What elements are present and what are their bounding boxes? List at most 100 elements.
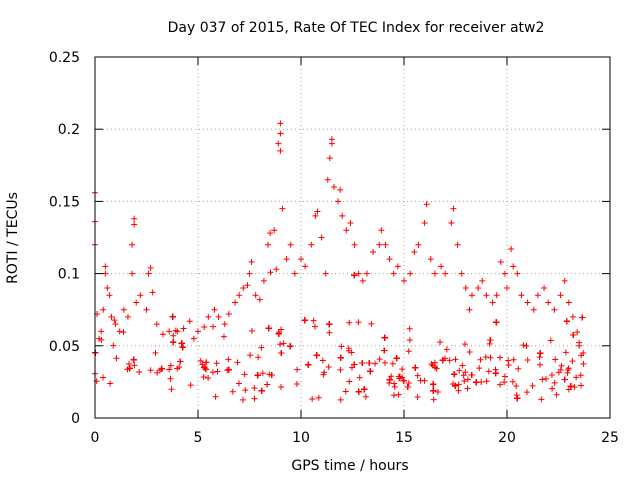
data-point xyxy=(501,270,508,277)
data-point xyxy=(234,359,241,366)
data-point xyxy=(543,375,550,382)
data-point xyxy=(579,314,586,321)
data-point xyxy=(501,379,508,386)
data-point xyxy=(318,234,325,241)
data-point xyxy=(265,325,272,332)
data-point xyxy=(523,343,530,350)
data-point xyxy=(476,365,483,372)
data-point xyxy=(427,256,434,263)
data-point xyxy=(190,335,197,342)
data-point xyxy=(489,299,496,306)
data-point xyxy=(197,357,204,364)
data-point xyxy=(565,386,572,393)
data-point xyxy=(149,289,156,296)
data-point xyxy=(362,393,369,400)
data-point xyxy=(496,354,503,361)
data-point xyxy=(268,371,275,378)
data-point xyxy=(102,263,109,270)
data-point xyxy=(131,221,138,228)
data-point xyxy=(576,342,583,349)
data-point xyxy=(337,366,344,373)
data-point xyxy=(337,354,344,361)
data-point xyxy=(386,376,393,383)
data-point xyxy=(359,277,366,284)
data-point xyxy=(423,201,430,208)
data-point xyxy=(248,327,255,334)
data-point xyxy=(473,379,480,386)
data-point xyxy=(459,362,466,369)
data-point xyxy=(561,277,568,284)
data-point xyxy=(562,349,569,356)
data-point xyxy=(242,387,249,394)
data-point xyxy=(487,336,494,343)
data-point xyxy=(565,299,572,306)
data-point xyxy=(154,369,161,376)
data-point xyxy=(393,355,400,362)
data-point xyxy=(335,198,342,205)
data-point xyxy=(452,356,459,363)
data-point xyxy=(361,386,368,393)
data-point xyxy=(174,365,181,372)
data-point xyxy=(551,379,558,386)
data-point xyxy=(497,381,504,388)
data-point xyxy=(271,227,278,234)
data-point xyxy=(518,292,525,299)
data-point xyxy=(107,380,114,387)
data-point xyxy=(158,365,165,372)
data-point xyxy=(311,323,318,330)
tick-labels: 0 5 10 15 20 25 0 0.05 0.1 0.15 0.2 0.25 xyxy=(49,50,619,446)
data-point xyxy=(258,344,265,351)
data-point xyxy=(287,343,294,350)
data-point xyxy=(458,270,465,277)
data-point xyxy=(236,292,243,299)
data-point xyxy=(275,330,282,337)
data-point xyxy=(124,313,131,320)
data-point xyxy=(355,270,362,277)
data-point xyxy=(312,212,319,219)
data-point xyxy=(356,374,363,381)
data-point xyxy=(298,256,304,263)
x-tick-label: 0 xyxy=(91,430,100,446)
data-point xyxy=(438,263,445,270)
data-point xyxy=(240,285,247,292)
data-point xyxy=(466,349,473,356)
data-point xyxy=(558,362,565,369)
data-point xyxy=(120,329,127,336)
data-point xyxy=(524,357,531,364)
data-point xyxy=(391,383,398,390)
data-point xyxy=(549,385,556,392)
data-point xyxy=(202,365,209,372)
data-point xyxy=(251,395,258,402)
data-point xyxy=(96,335,103,342)
data-point xyxy=(534,292,541,299)
data-point xyxy=(200,373,207,380)
data-point xyxy=(565,365,572,372)
data-point xyxy=(577,372,584,379)
data-point xyxy=(106,292,113,299)
data-point xyxy=(133,299,140,306)
data-point xyxy=(131,362,138,369)
data-point xyxy=(400,377,407,384)
axes xyxy=(94,56,611,419)
data-point xyxy=(486,340,493,347)
data-point xyxy=(130,356,137,363)
data-point xyxy=(464,376,471,383)
y-tick-label: 0.15 xyxy=(49,194,80,210)
data-point xyxy=(456,367,463,374)
data-point xyxy=(265,241,272,248)
data-point xyxy=(325,363,332,370)
data-point xyxy=(504,285,510,292)
data-point xyxy=(451,371,458,378)
data-point xyxy=(145,270,152,277)
data-point xyxy=(346,319,353,326)
data-point xyxy=(515,365,522,372)
data-point xyxy=(330,183,337,190)
data-point xyxy=(407,270,414,277)
data-point xyxy=(302,263,309,270)
data-point xyxy=(536,361,543,368)
data-point xyxy=(259,370,266,377)
data-point xyxy=(201,324,208,331)
data-point xyxy=(580,360,587,367)
data-point xyxy=(131,215,138,222)
